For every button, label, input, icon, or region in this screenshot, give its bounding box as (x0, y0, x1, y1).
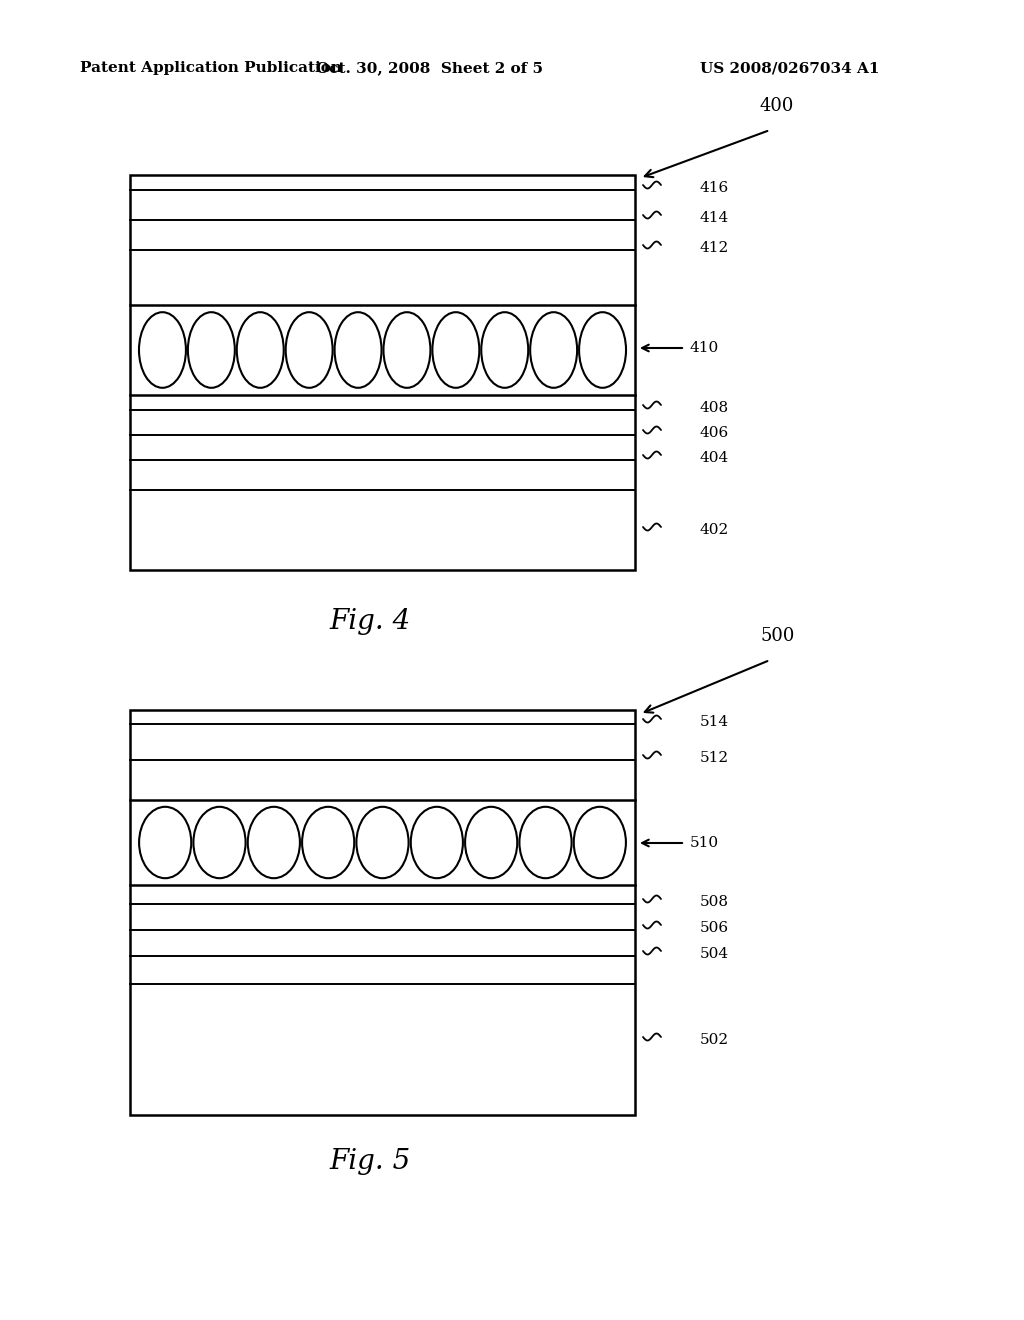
Text: 414: 414 (700, 211, 729, 224)
Text: Fig. 4: Fig. 4 (330, 609, 411, 635)
Ellipse shape (465, 807, 517, 878)
Text: 504: 504 (700, 946, 729, 961)
Text: 410: 410 (690, 341, 719, 355)
Text: 506: 506 (700, 921, 729, 935)
Ellipse shape (530, 313, 578, 388)
Ellipse shape (481, 313, 528, 388)
Text: 404: 404 (700, 451, 729, 465)
Ellipse shape (519, 807, 571, 878)
Text: 510: 510 (690, 836, 719, 850)
Text: 514: 514 (700, 715, 729, 729)
Text: Oct. 30, 2008  Sheet 2 of 5: Oct. 30, 2008 Sheet 2 of 5 (316, 61, 544, 75)
Ellipse shape (139, 807, 191, 878)
Ellipse shape (383, 313, 430, 388)
Text: 508: 508 (700, 895, 729, 909)
Text: Patent Application Publication: Patent Application Publication (80, 61, 342, 75)
Text: 502: 502 (700, 1034, 729, 1047)
Ellipse shape (248, 807, 300, 878)
Ellipse shape (580, 313, 626, 388)
Text: US 2008/0267034 A1: US 2008/0267034 A1 (700, 61, 880, 75)
Ellipse shape (194, 807, 246, 878)
Ellipse shape (356, 807, 409, 878)
Text: 408: 408 (700, 401, 729, 414)
Ellipse shape (573, 807, 626, 878)
Text: 406: 406 (700, 426, 729, 440)
Ellipse shape (335, 313, 382, 388)
Bar (130, 176, 635, 570)
Text: 416: 416 (700, 181, 729, 195)
Ellipse shape (187, 313, 234, 388)
Ellipse shape (237, 313, 284, 388)
Text: 512: 512 (700, 751, 729, 766)
Ellipse shape (411, 807, 463, 878)
Bar (130, 710, 635, 1115)
Ellipse shape (302, 807, 354, 878)
Text: 402: 402 (700, 523, 729, 537)
Text: 500: 500 (760, 627, 795, 645)
Ellipse shape (432, 313, 479, 388)
Text: 412: 412 (700, 242, 729, 255)
Text: Fig. 5: Fig. 5 (330, 1148, 411, 1175)
Ellipse shape (286, 313, 333, 388)
Ellipse shape (139, 313, 186, 388)
Text: 400: 400 (760, 96, 795, 115)
